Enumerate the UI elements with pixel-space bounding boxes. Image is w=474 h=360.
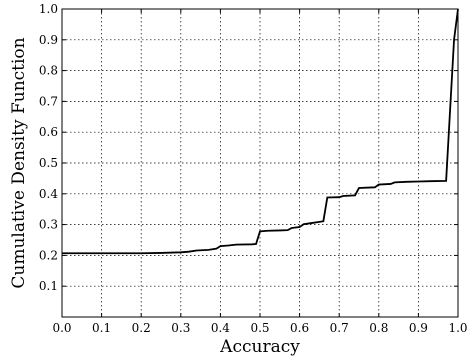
- y-axis-ticks: 0.1 0.2 0.3 0.4 0.5 0.6 0.7 0.8 0.9 1.0: [39, 2, 458, 293]
- y-tick-label: 0.1: [39, 279, 58, 293]
- y-tick-label: 0.4: [39, 187, 58, 201]
- y-tick-label: 0.6: [39, 125, 58, 139]
- plot-frame: [61, 8, 459, 318]
- x-tick-label: 0.5: [250, 321, 269, 335]
- y-tick-label: 1.0: [39, 2, 58, 16]
- x-tick-label: 0.2: [132, 321, 151, 335]
- x-tick-label: 0.6: [290, 321, 309, 335]
- y-tick-label: 0.9: [39, 33, 58, 47]
- grid-lines: [61, 8, 459, 317]
- x-axis-label: Accuracy: [219, 337, 300, 357]
- x-tick-label: 0.3: [171, 321, 190, 335]
- y-tick-label: 0.5: [39, 156, 58, 170]
- y-tick-label: 0.3: [39, 218, 58, 232]
- y-tick-label: 0.7: [39, 94, 58, 108]
- x-tick-label: 0.9: [409, 321, 428, 335]
- x-tick-label: 0.8: [369, 321, 388, 335]
- y-axis-label: Cumulative Density Function: [9, 37, 29, 288]
- x-tick-label: 1.0: [448, 321, 467, 335]
- x-tick-label: 0.7: [330, 321, 349, 335]
- y-tick-label: 0.2: [39, 248, 58, 262]
- x-tick-label: 0.4: [211, 321, 230, 335]
- x-tick-label: 0.1: [92, 321, 111, 335]
- cdf-series-line: [62, 8, 459, 255]
- y-tick-label: 0.8: [39, 64, 58, 78]
- x-axis-ticks: 0.0 0.1 0.2 0.3 0.4 0.5 0.6 0.7 0.8 0.9 1.0: [52, 9, 468, 335]
- x-tick-label: 0.0: [52, 321, 71, 335]
